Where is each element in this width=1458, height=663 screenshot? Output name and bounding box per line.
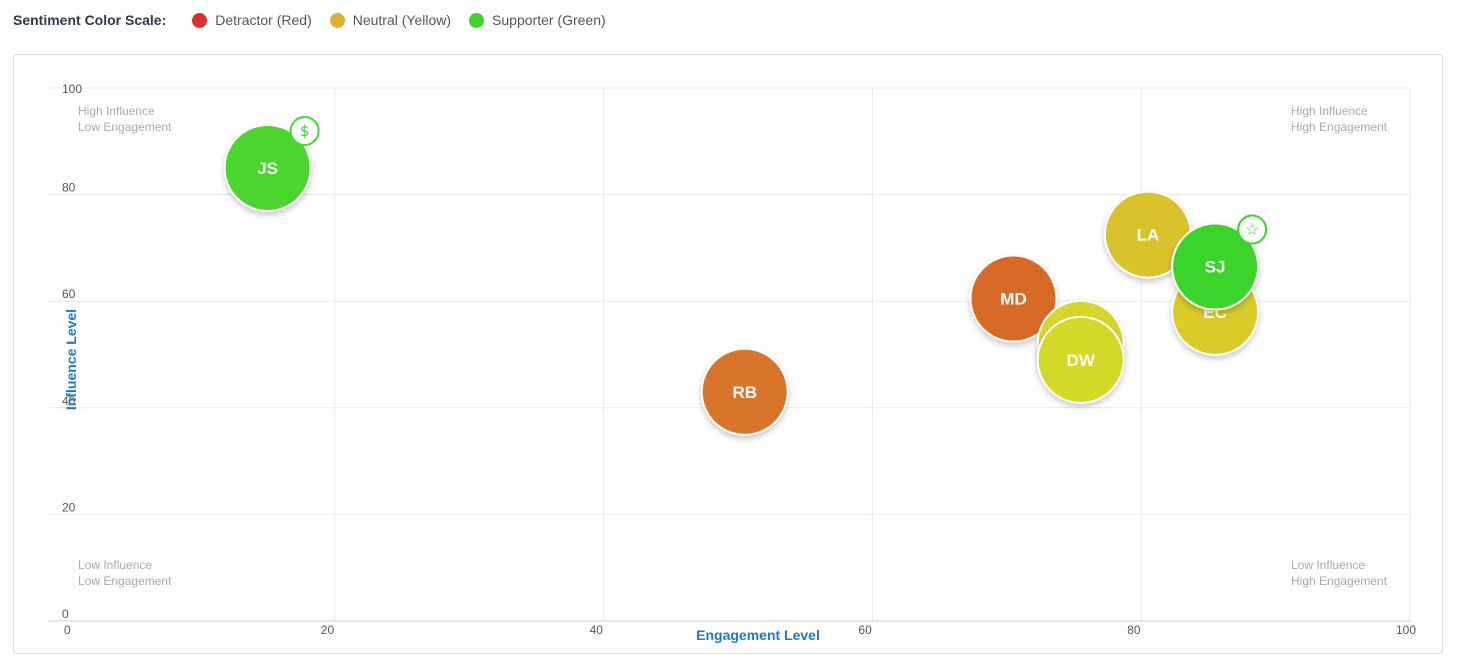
bubble-circle[interactable] [700, 347, 789, 436]
y-tick-label: 100 [62, 82, 82, 96]
bubble-label: LA [1137, 226, 1160, 245]
y-tick-label: 20 [62, 500, 76, 514]
bubble-sj[interactable]: SJ ☆ [1171, 214, 1268, 311]
bubble-circle[interactable] [1171, 222, 1260, 311]
x-axis-title: Engagement Level [696, 627, 820, 643]
bubble-label: JS [257, 159, 278, 178]
neutral-color-dot [329, 12, 345, 28]
bubble-rb[interactable]: RB [700, 347, 789, 436]
legend-item-neutral: Neutral (Yellow) [329, 12, 452, 28]
bubble-label: MD [1000, 290, 1026, 309]
bubble-la[interactable]: LA [1103, 190, 1192, 279]
x-tick-label: 80 [1127, 623, 1141, 637]
bubble-circle[interactable] [1036, 315, 1125, 404]
dollar-icon: $ [289, 115, 320, 146]
y-tick-label: 0 [62, 607, 69, 621]
star-icon: ☆ [1237, 214, 1268, 245]
quadrant-label-bottom-right: Low Influence High Engagement [1291, 558, 1388, 588]
y-tick-label: 40 [62, 394, 76, 408]
stakeholder-bubble-chart: High Influence Low Engagement High Influen… [48, 82, 1416, 643]
bubble-circle[interactable] [969, 254, 1058, 343]
quadrant-label-top-right: High Influence High Engagement [1291, 104, 1388, 134]
y-axis-title: Influence Level [63, 309, 79, 410]
legend-item-supporter: Supporter (Green) [469, 12, 606, 28]
legend-label-neutral: Neutral (Yellow) [352, 12, 452, 28]
detractor-color-dot [192, 12, 208, 28]
bubble-label: SJ [1205, 258, 1226, 277]
legend-title: Sentiment Color Scale: [13, 12, 167, 28]
bubble-circle[interactable] [223, 123, 312, 212]
svg-text:☆: ☆ [1245, 221, 1258, 239]
legend-label-supporter: Supporter (Green) [492, 12, 606, 28]
quadrant-label-bottom-left: Low Influence Low Engagement [78, 558, 172, 588]
bubble-label: DW [1067, 351, 1096, 370]
supporter-color-dot [469, 12, 485, 28]
bubble-label: RB [732, 383, 757, 402]
legend-label-detractor: Detractor (Red) [215, 12, 312, 28]
bubble-dw[interactable]: DW [1036, 315, 1125, 404]
legend-item-detractor: Detractor (Red) [192, 12, 312, 28]
y-tick-label: 60 [62, 287, 76, 301]
chart-card: High Influence Low Engagement High Influen… [13, 54, 1443, 654]
bubble-js[interactable]: JS $ [223, 115, 320, 212]
sentiment-legend: Sentiment Color Scale: Detractor (Red) N… [13, 8, 624, 32]
bubble-md[interactable]: MD [969, 254, 1058, 343]
x-tick-label: 20 [321, 623, 335, 637]
svg-text:$: $ [300, 122, 310, 140]
x-tick-label: 100 [1396, 623, 1416, 637]
quadrant-label-top-left: High Influence Low Engagement [78, 104, 172, 134]
x-tick-label: 0 [64, 623, 71, 637]
y-tick-label: 80 [62, 181, 76, 195]
quadrant-labels: High Influence Low Engagement High Influen… [78, 104, 1388, 588]
tick-labels: 0 20 40 60 80 100 0 20 40 60 80 100 [62, 82, 1416, 637]
x-tick-label: 40 [590, 623, 604, 637]
x-tick-label: 60 [858, 623, 872, 637]
